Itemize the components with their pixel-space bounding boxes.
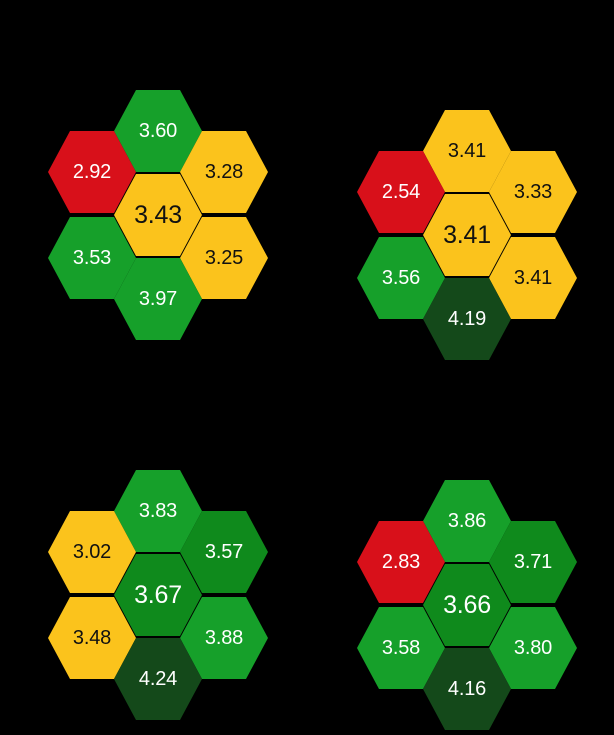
hex-cell-value: 4.19 xyxy=(447,308,487,330)
hex-cell-value: 2.54 xyxy=(381,181,421,203)
cluster-top-left: 3.60 2.92 3.28 3.43 3.53 3.25 3.97 xyxy=(0,0,268,340)
hex-cell-upper-left[interactable]: 2.83 xyxy=(357,521,445,603)
cluster-bottom-left: 3.83 3.02 3.57 3.67 3.48 3.88 4.24 xyxy=(0,0,268,720)
hex-cell-value: 3.53 xyxy=(72,247,112,269)
hex-cell-value: 3.83 xyxy=(138,500,178,522)
hex-cell-value: 3.48 xyxy=(72,627,112,649)
hex-cell-value: 3.02 xyxy=(72,541,112,563)
hex-cell-center[interactable]: 3.66 xyxy=(423,564,511,646)
hex-cell-value: 3.66 xyxy=(443,590,491,619)
hex-cell-value: 3.41 xyxy=(447,140,487,162)
hex-cell-center[interactable]: 3.43 xyxy=(114,174,202,256)
hex-cell-value: 4.16 xyxy=(447,678,487,700)
hex-cell-top[interactable]: 3.83 xyxy=(114,470,202,552)
hex-cell-value: 3.25 xyxy=(204,247,244,269)
hex-cell-value: 3.67 xyxy=(134,580,182,609)
hex-cell-value: 4.24 xyxy=(138,668,178,690)
hex-cell-lower-right[interactable]: 3.88 xyxy=(180,597,268,679)
hex-cell-value: 3.41 xyxy=(513,267,553,289)
hex-cell-value: 3.60 xyxy=(138,120,178,142)
hex-cell-value: 3.33 xyxy=(513,181,553,203)
hex-cell-upper-right[interactable]: 3.71 xyxy=(489,521,577,603)
hex-cell-bottom[interactable]: 3.97 xyxy=(114,258,202,340)
hex-cell-value: 3.43 xyxy=(134,200,182,229)
hex-cell-upper-right[interactable]: 3.28 xyxy=(180,131,268,213)
hex-cell-upper-left[interactable]: 2.92 xyxy=(48,131,136,213)
hex-cell-lower-left[interactable]: 3.48 xyxy=(48,597,136,679)
hex-cell-lower-left[interactable]: 3.58 xyxy=(357,607,445,689)
hex-cell-value: 3.58 xyxy=(381,637,421,659)
hex-cell-value: 3.56 xyxy=(381,267,421,289)
hex-cell-value: 3.41 xyxy=(443,220,491,249)
hex-cell-value: 2.92 xyxy=(72,161,112,183)
hex-cell-value: 3.88 xyxy=(204,627,244,649)
hex-cell-value: 3.28 xyxy=(204,161,244,183)
hex-cell-value: 3.71 xyxy=(513,551,553,573)
hex-cell-value: 3.86 xyxy=(447,510,487,532)
hex-cell-upper-right[interactable]: 3.57 xyxy=(180,511,268,593)
cluster-bottom-right: 3.86 2.83 3.71 3.66 3.58 3.80 4.16 xyxy=(0,0,577,730)
hex-cell-upper-left[interactable]: 3.02 xyxy=(48,511,136,593)
hex-cell-value: 3.57 xyxy=(204,541,244,563)
hex-cell-bottom[interactable]: 4.16 xyxy=(423,648,511,730)
hex-cell-value: 3.97 xyxy=(138,288,178,310)
hex-cell-value: 3.80 xyxy=(513,637,553,659)
hex-cell-top[interactable]: 3.60 xyxy=(114,90,202,172)
hex-cell-center[interactable]: 3.67 xyxy=(114,554,202,636)
hex-cell-value: 2.83 xyxy=(381,551,421,573)
hex-cell-bottom[interactable]: 4.24 xyxy=(114,638,202,720)
